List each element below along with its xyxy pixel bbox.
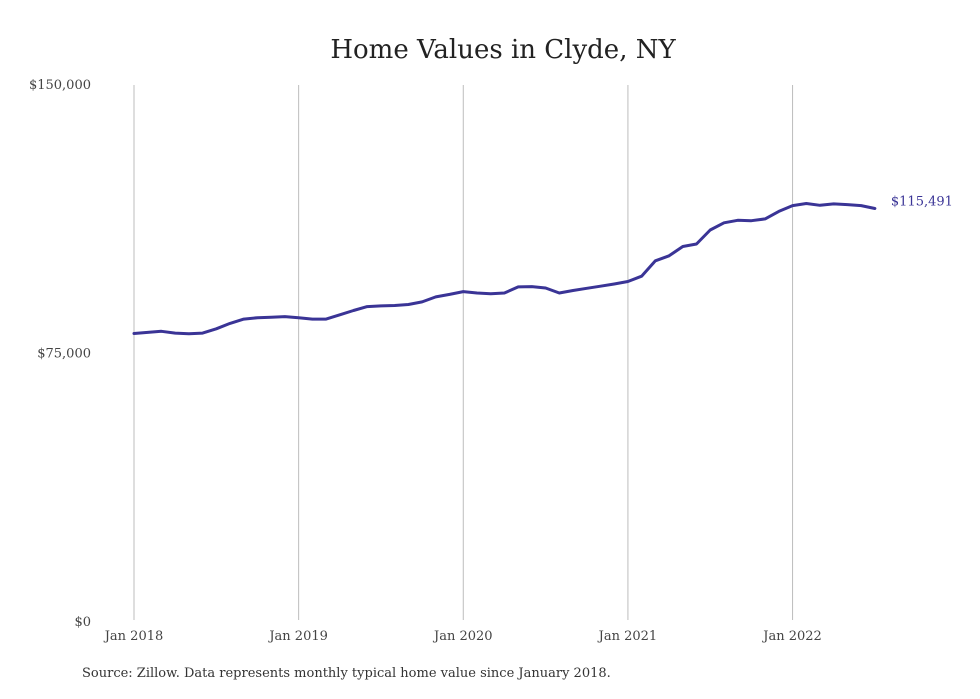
y-tick-label: $150,000 — [29, 78, 91, 93]
source-note: Source: Zillow. Data represents monthly … — [82, 666, 611, 681]
x-tick-label: Jan 2018 — [103, 629, 164, 644]
vertical-gridlines — [133, 85, 794, 620]
x-axis-tick-labels: Jan 2018 Jan 2019 Jan 2020 Jan 2021 Jan 2022 — [103, 629, 822, 644]
x-tick-label: Jan 2021 — [597, 629, 658, 644]
y-axis-tick-labels: $150,000 $75,000 $0 — [29, 78, 91, 630]
x-tick-label: Jan 2020 — [432, 629, 493, 644]
latest-value-label: $115,491 — [891, 195, 953, 210]
x-tick-label: Jan 2019 — [267, 629, 328, 644]
chart-title: Home Values in Clyde, NY — [330, 35, 676, 65]
y-tick-label: $0 — [74, 615, 91, 630]
home-value-line — [132, 202, 877, 336]
x-tick-label: Jan 2022 — [761, 629, 822, 644]
y-tick-label: $75,000 — [37, 347, 91, 362]
